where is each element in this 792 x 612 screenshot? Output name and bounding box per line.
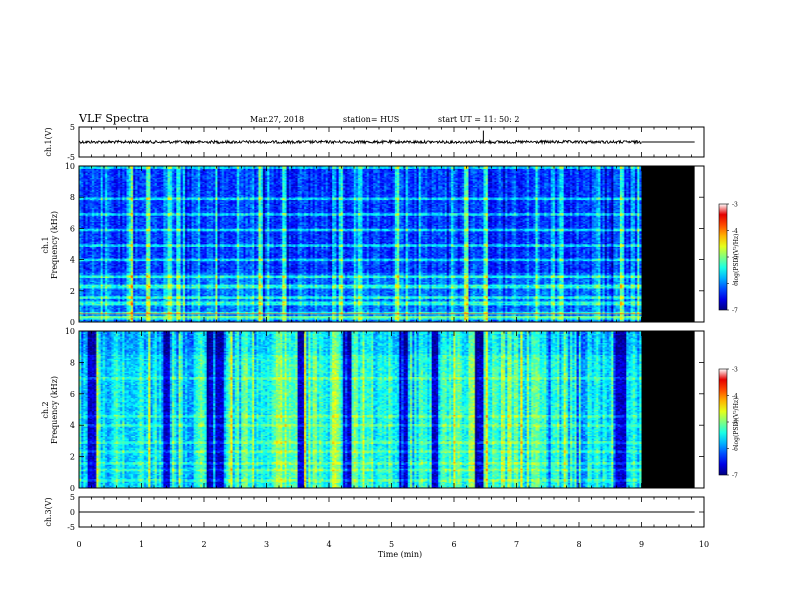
y-tick-label: 0 xyxy=(70,484,75,493)
spectrogram-image xyxy=(79,166,642,322)
y-tick-label: 5 xyxy=(70,493,75,502)
date-label: Mar.27, 2018 xyxy=(250,115,304,124)
y-tick-label: 6 xyxy=(70,390,75,399)
x-tick-label: 1 xyxy=(139,540,144,549)
x-tick-label: 7 xyxy=(514,540,519,549)
start-time-label: start UT = 11: 50: 2 xyxy=(438,115,519,124)
x-tick-label: 8 xyxy=(576,540,581,549)
no-data-region xyxy=(641,331,695,488)
x-tick-label: 9 xyxy=(639,540,644,549)
y-tick-label: 10 xyxy=(65,327,75,336)
ch1-waveform-ylabel: ch.1(V) xyxy=(44,127,53,156)
y-tick-label: 10 xyxy=(65,162,75,171)
station-label: station= HUS xyxy=(343,115,399,124)
ch2-colorbar-label: log(PSD)(V²/Hz) xyxy=(733,398,740,447)
x-tick-label: 3 xyxy=(264,540,269,549)
ch1-channel-label: ch.1 xyxy=(41,236,50,253)
y-tick-label: 4 xyxy=(70,256,75,265)
x-tick-label: 6 xyxy=(451,540,456,549)
x-tick-label: 2 xyxy=(201,540,206,549)
colorbar xyxy=(718,368,728,476)
spectrogram-image xyxy=(79,331,642,488)
ch3-waveform-panel: 50-50 1 2 3 4 5 6 7 8 9 10 xyxy=(67,493,709,549)
y-tick-label: 2 xyxy=(70,453,75,462)
ch2-channel-label: ch.2 xyxy=(41,401,50,418)
colorbar-tick-label: -5 xyxy=(732,420,738,427)
ch1-colorbar-label: log(PSD)(V²/Hz) xyxy=(733,234,740,283)
y-tick-label: -5 xyxy=(67,153,75,162)
ch1-waveform-panel: 5 -5 xyxy=(67,123,705,162)
ch3-waveform-ylabel: ch.3(V) xyxy=(44,497,53,526)
colorbar-tick-label: -4 xyxy=(732,393,738,400)
y-tick-label: 5 xyxy=(70,123,75,132)
y-tick-label: 8 xyxy=(70,193,75,202)
y-tick-label: 2 xyxy=(70,287,75,296)
ch2-spectrogram-panel: 0 2 4 6 8 10 -3 -4 -5 -6 -7 xyxy=(65,327,738,493)
colorbar-tick-label: -5 xyxy=(732,255,738,262)
colorbar-tick-label: -6 xyxy=(732,446,738,453)
x-tick-label: 5 xyxy=(389,540,394,549)
y-tick-label: 0 xyxy=(70,318,75,327)
y-tick-label: 8 xyxy=(70,358,75,367)
y-tick-label: 6 xyxy=(70,224,75,233)
ch1-spectrogram-panel: 0 2 4 6 8 10 -3 -4 -5 -6 -7 xyxy=(65,162,738,327)
colorbar xyxy=(718,203,728,311)
x-tick-label: 10 xyxy=(699,540,709,549)
x-tick-label: 0 xyxy=(76,540,81,549)
colorbar-tick-label: -4 xyxy=(732,228,738,235)
no-data-region xyxy=(641,166,695,322)
colorbar-tick-label: -7 xyxy=(732,308,738,315)
x-tick-label: 4 xyxy=(326,540,331,549)
colorbar-tick-label: -3 xyxy=(732,202,738,209)
colorbar-tick-label: -6 xyxy=(732,281,738,288)
ch2-frequency-ylabel: Frequency (kHz) xyxy=(50,376,59,444)
colorbar-tick-label: -3 xyxy=(732,367,738,374)
y-tick-label: 4 xyxy=(70,421,75,430)
ch1-waveform-noise xyxy=(78,139,642,145)
colorbar-tick-label: -7 xyxy=(732,473,738,480)
y-tick-label: -5 xyxy=(67,523,75,532)
ch1-frequency-ylabel: Frequency (kHz) xyxy=(50,211,59,279)
x-axis-label: Time (min) xyxy=(378,550,422,559)
figure-title: VLF Spectra xyxy=(78,112,149,125)
y-tick-label: 0 xyxy=(70,508,75,517)
